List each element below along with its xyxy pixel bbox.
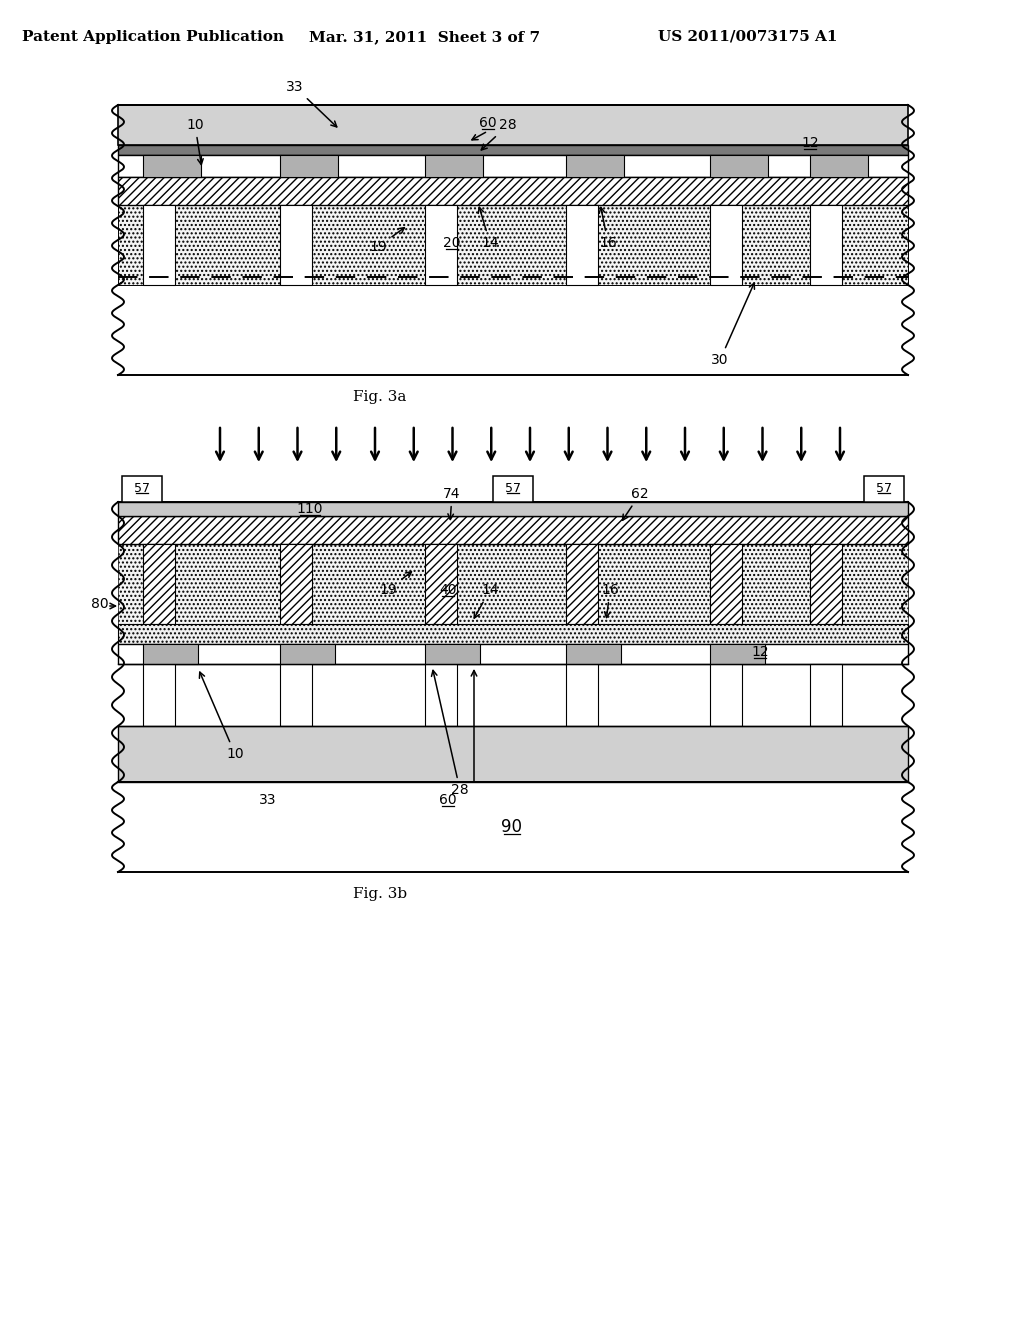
Text: 19: 19 [379, 572, 412, 597]
Bar [710, 154, 768, 177]
Text: 40: 40 [439, 583, 457, 597]
Bar [280, 544, 312, 624]
Bar [566, 644, 621, 664]
Text: 30: 30 [712, 282, 755, 367]
Bar [143, 205, 175, 285]
Bar [280, 154, 338, 177]
Bar [810, 544, 842, 624]
Text: 62: 62 [623, 487, 649, 520]
Bar [118, 544, 908, 624]
Text: 28: 28 [481, 117, 517, 150]
Bar [118, 205, 908, 285]
Text: 74: 74 [443, 487, 461, 520]
Bar [566, 544, 598, 624]
Text: 10: 10 [200, 672, 244, 762]
Bar [122, 477, 162, 502]
Bar [864, 477, 904, 502]
Text: Mar. 31, 2011  Sheet 3 of 7: Mar. 31, 2011 Sheet 3 of 7 [309, 30, 541, 44]
Text: Patent Application Publication: Patent Application Publication [22, 30, 284, 44]
Text: 14: 14 [478, 207, 499, 249]
Bar [118, 502, 908, 516]
Text: 33: 33 [287, 81, 337, 127]
Text: 90: 90 [502, 818, 522, 836]
Bar [143, 644, 198, 664]
Bar [118, 154, 908, 177]
Bar [118, 177, 908, 205]
Text: 12: 12 [801, 136, 819, 150]
Bar [425, 544, 457, 624]
Bar [143, 544, 175, 624]
Bar [810, 154, 868, 177]
Text: 16: 16 [601, 583, 618, 618]
Text: 28: 28 [431, 671, 469, 797]
Bar [143, 664, 175, 726]
Bar [118, 145, 908, 154]
Bar [118, 624, 908, 644]
Text: 14: 14 [474, 583, 499, 618]
Bar [425, 664, 457, 726]
Text: 19: 19 [369, 227, 404, 253]
Text: Fig. 3a: Fig. 3a [353, 389, 407, 404]
Text: 57: 57 [134, 482, 150, 495]
Text: 80: 80 [91, 597, 109, 611]
Bar [810, 205, 842, 285]
Text: 16: 16 [599, 207, 616, 249]
Text: 33: 33 [259, 793, 276, 807]
Text: 60: 60 [439, 793, 457, 807]
Text: US 2011/0073175 A1: US 2011/0073175 A1 [658, 30, 838, 44]
Bar [280, 664, 312, 726]
Bar [710, 664, 742, 726]
Bar [425, 644, 480, 664]
Text: 60: 60 [479, 116, 497, 129]
Text: 12: 12 [752, 645, 769, 659]
Text: 20: 20 [443, 236, 461, 249]
Bar [425, 154, 483, 177]
Bar [118, 516, 908, 544]
Text: 57: 57 [505, 482, 521, 495]
Bar [118, 644, 908, 664]
Bar [710, 205, 742, 285]
Bar [566, 205, 598, 285]
Bar [566, 154, 624, 177]
Bar [118, 106, 908, 145]
Text: Fig. 3b: Fig. 3b [353, 887, 408, 902]
Bar [493, 477, 534, 502]
Bar [425, 205, 457, 285]
Bar [280, 205, 312, 285]
Text: 110: 110 [297, 502, 324, 516]
Bar [280, 644, 335, 664]
Bar [143, 154, 201, 177]
Bar [710, 544, 742, 624]
Bar [810, 664, 842, 726]
Bar [118, 726, 908, 781]
Bar [566, 664, 598, 726]
Text: 57: 57 [876, 482, 892, 495]
Text: 10: 10 [186, 117, 204, 165]
Bar [710, 644, 765, 664]
